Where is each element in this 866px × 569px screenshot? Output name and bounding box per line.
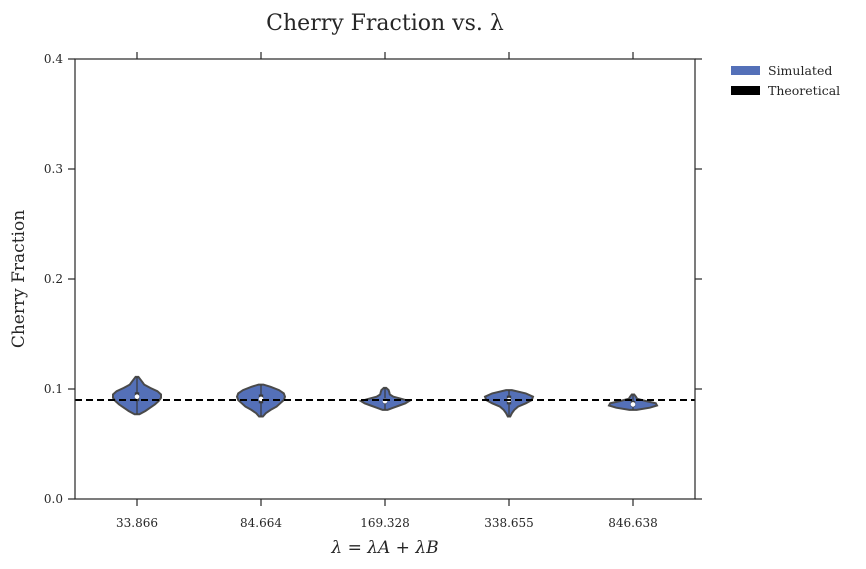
plot-frame: [74, 58, 696, 500]
x-tick-label: 338.655: [484, 516, 534, 530]
legend-label-theoretical: Theoretical: [768, 83, 840, 98]
legend-swatch-theoretical: [731, 86, 760, 95]
y-tick-label: 0.0: [44, 492, 63, 506]
legend: Simulated Theoretical: [731, 63, 840, 98]
x-tick-label: 846.638: [608, 516, 658, 530]
y-tick-label: 0.4: [44, 52, 63, 66]
violins-group: [112, 375, 659, 418]
x-axis: 33.866 84.664 169.328 338.655 846.638: [116, 52, 658, 530]
violin-median-point: [134, 394, 140, 400]
x-tick-label: 33.866: [116, 516, 158, 530]
x-tick-label: 84.664: [240, 516, 282, 530]
y-tick-label: 0.3: [44, 162, 63, 176]
x-axis-label: λ = λA + λB: [330, 538, 438, 558]
chart-title: Cherry Fraction vs. λ: [266, 11, 504, 36]
y-axis: 0.0 0.1 0.2 0.3 0.4: [44, 52, 702, 506]
y-tick-label: 0.1: [44, 382, 63, 396]
y-axis-label: Cherry Fraction: [9, 210, 29, 348]
violin-median-point: [630, 402, 636, 407]
x-tick-label: 169.328: [360, 516, 410, 530]
legend-label-simulated: Simulated: [768, 63, 832, 78]
legend-swatch-simulated: [731, 66, 760, 75]
y-tick-label: 0.2: [44, 272, 63, 286]
